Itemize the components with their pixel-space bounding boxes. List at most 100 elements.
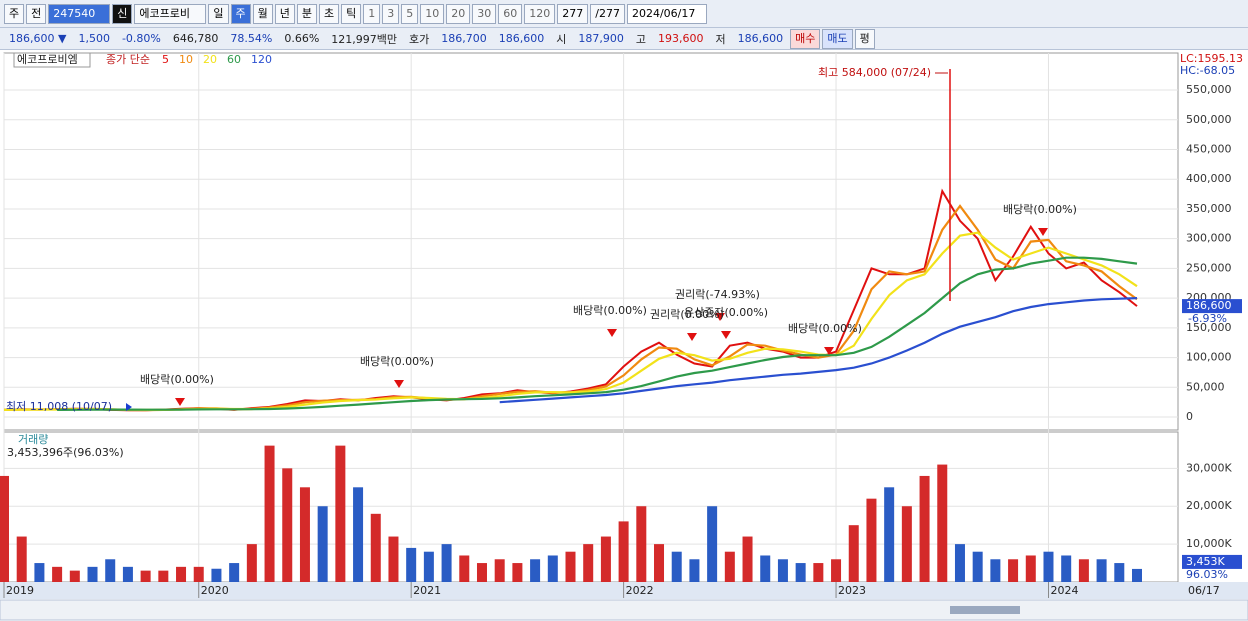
volume-bar — [353, 487, 364, 582]
quote-field: 0.66% — [284, 32, 320, 45]
volume-bar — [954, 544, 965, 582]
quote-field: 호가 — [409, 32, 430, 46]
toolbar-button[interactable]: 분 — [296, 3, 317, 24]
volume-bar — [547, 555, 558, 582]
toolbar-button[interactable]: 20 — [446, 3, 471, 24]
volume-bar — [140, 570, 151, 582]
toolbar-button[interactable]: 전 — [26, 3, 47, 24]
event-arrow — [394, 380, 404, 388]
quote-field: 186,600 — [737, 32, 784, 45]
volume-bar — [158, 570, 169, 582]
last-volume: 3,453K — [1186, 555, 1225, 568]
chart-title: 에코프로비엠 — [17, 53, 78, 66]
toolbar-button[interactable]: 5 — [401, 3, 419, 24]
volume-bar — [176, 566, 187, 582]
toolbar-button[interactable]: 일 — [208, 3, 229, 24]
volume-bar — [972, 551, 983, 582]
legend-box — [13, 52, 91, 68]
volume-bar — [69, 570, 80, 582]
toolbar-button[interactable]: 에코프로비 — [134, 3, 207, 24]
y-tick-label: 550,000 — [1186, 83, 1232, 96]
volume-bar — [813, 563, 824, 582]
toolbar-button[interactable]: 주 — [230, 3, 251, 24]
volume-bar — [848, 525, 859, 582]
event-annotation: 권리락(-74.93%) — [675, 288, 760, 301]
volume-bar — [105, 559, 116, 582]
volume-bar — [122, 566, 133, 582]
volume-bar — [335, 445, 346, 582]
corner-label: LC:1595.13 — [1180, 52, 1243, 65]
y-tick-label: 350,000 — [1186, 202, 1232, 215]
toolbar-button[interactable]: 120 — [524, 3, 556, 24]
toolbar-button[interactable]: 30 — [472, 3, 497, 24]
legend-entry: 5 — [162, 53, 169, 66]
volume-bar — [1008, 559, 1019, 582]
volume-bar — [1025, 555, 1036, 582]
toolbar-button[interactable]: 월 — [252, 3, 273, 24]
toolbar-button[interactable]: 1 — [363, 3, 381, 24]
event-annotation: 배당락(0.00%) — [573, 304, 647, 317]
toolbar-button[interactable]: 틱 — [341, 3, 362, 24]
volume-bar — [494, 559, 505, 582]
volume-bar — [1043, 551, 1054, 582]
x-tick-label: 2020 — [201, 584, 229, 597]
order-button[interactable]: 평 — [854, 28, 875, 49]
toolbar-button[interactable]: 년 — [274, 3, 295, 24]
volume-bar — [1132, 568, 1142, 582]
volume-bar — [583, 544, 594, 582]
x-tick-label: 2019 — [6, 584, 34, 597]
scroll-bar — [0, 599, 1248, 621]
quote-field: 저 — [715, 32, 726, 46]
y-tick-label: 30,000K — [1186, 461, 1232, 474]
volume-bar — [441, 544, 452, 582]
event-annotation: 배당락(0.00%) — [1003, 203, 1077, 216]
volume-bar — [707, 506, 718, 582]
toolbar-button[interactable]: 60 — [498, 3, 523, 24]
legend-entry: 20 — [203, 53, 217, 66]
volume-bar — [211, 568, 222, 582]
volume-bar — [423, 551, 434, 582]
volume-subtitle: 3,453,396주(96.03%) — [7, 446, 124, 459]
low-pointer — [126, 403, 132, 412]
volume-bar — [654, 544, 665, 582]
volume-bar — [689, 559, 700, 582]
toolbar-button[interactable]: 주 — [4, 3, 25, 24]
ma-line — [499, 297, 1138, 404]
volume-bar — [1061, 555, 1072, 582]
corner-label: HC:-68.05 — [1180, 64, 1235, 77]
order-button[interactable]: 매도 — [822, 28, 853, 49]
toolbar-button[interactable]: 3 — [382, 3, 400, 24]
volume-bar — [282, 468, 293, 582]
toolbar-button[interactable]: 10 — [420, 3, 445, 24]
volume-bar — [831, 559, 842, 582]
volume-bar — [530, 559, 541, 582]
y-tick-label: 10,000K — [1186, 537, 1232, 550]
volume-bar — [52, 566, 63, 582]
toolbar-button[interactable]: 초 — [319, 3, 340, 24]
quote-field: 187,900 — [578, 32, 624, 45]
quote-bar: 186,600 ▼ 1,500 -0.80% 646,780 78.54% 0.66% 12… — [0, 28, 1248, 50]
volume-bar — [777, 559, 788, 582]
volume-bar — [724, 551, 735, 582]
volume-bar — [229, 563, 240, 582]
toolbar-button[interactable]: /277 — [590, 3, 625, 24]
toolbar-button[interactable]: 277 — [557, 3, 589, 24]
toolbar-button[interactable]: 247540 — [48, 3, 111, 24]
volume-bar — [795, 563, 806, 582]
toolbar-button[interactable]: 신 — [112, 3, 133, 24]
y-tick-label: 500,000 — [1186, 113, 1232, 126]
low-label: 최저 11,008 (10/07) — [6, 400, 112, 413]
volume-bar — [1096, 559, 1107, 582]
last-price: 186,600 — [1186, 299, 1232, 312]
quote-field: 1,500 — [78, 32, 110, 45]
high-label: 최고 584,000 (07/24) — [818, 66, 931, 79]
quote-field: 186,600 ▼ — [9, 32, 67, 45]
scroll-thumb[interactable] — [950, 606, 1020, 614]
toolbar-button[interactable]: 2024/06/17 — [626, 3, 707, 24]
volume-bar — [87, 566, 98, 582]
volume-bar — [618, 521, 629, 582]
last-change: -6.93% — [1188, 312, 1227, 325]
order-button[interactable]: 매수 — [790, 28, 821, 49]
price-panel — [3, 52, 1179, 431]
